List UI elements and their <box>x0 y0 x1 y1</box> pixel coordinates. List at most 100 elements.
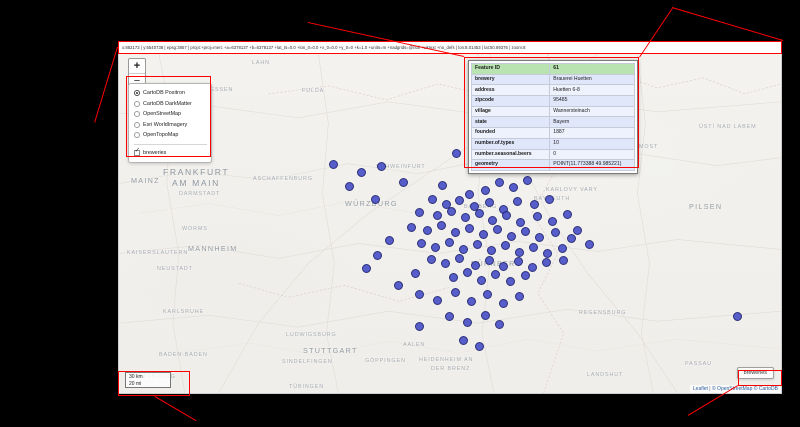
attribution-leaflet-link[interactable]: Leaflet <box>692 386 708 392</box>
brewery-marker[interactable] <box>513 256 523 266</box>
brewery-marker[interactable] <box>562 209 572 219</box>
brewery-marker[interactable] <box>732 311 742 321</box>
brewery-marker[interactable] <box>430 242 440 252</box>
brewery-marker[interactable] <box>406 222 416 232</box>
feature-info-popup[interactable]: Feature ID 61 brewery Brauerei Huetten addre… <box>468 60 638 174</box>
brewery-marker[interactable] <box>427 194 437 204</box>
brewery-marker[interactable] <box>550 227 560 237</box>
brewery-marker[interactable] <box>414 289 424 299</box>
brewery-marker[interactable] <box>494 177 504 187</box>
brewery-marker[interactable] <box>557 243 567 253</box>
coordinate-status-bar[interactable]: x:882173 | y:6540738 | epsg:3857 | proj4… <box>118 41 782 54</box>
brewery-marker[interactable] <box>344 181 354 191</box>
brewery-marker[interactable] <box>448 272 458 282</box>
brewery-marker[interactable] <box>446 206 456 216</box>
base-layer-option[interactable]: CartoDB DarkMatter <box>134 99 207 110</box>
brewery-marker[interactable] <box>520 270 530 280</box>
brewery-marker[interactable] <box>547 216 557 226</box>
brewery-marker[interactable] <box>514 247 524 257</box>
brewery-marker[interactable] <box>466 296 476 306</box>
brewery-marker[interactable] <box>487 215 497 225</box>
brewery-marker[interactable] <box>454 253 464 263</box>
zoom-in-button[interactable]: + <box>129 59 145 74</box>
brewery-marker[interactable] <box>492 224 502 234</box>
base-layer-option[interactable]: CartoDB Positron <box>134 88 207 99</box>
checkbox-icon[interactable] <box>134 148 140 156</box>
brewery-marker[interactable] <box>393 280 403 290</box>
brewery-marker[interactable] <box>432 210 442 220</box>
brewery-marker[interactable] <box>440 258 450 268</box>
brewery-marker[interactable] <box>566 233 576 243</box>
brewery-marker[interactable] <box>384 235 394 245</box>
brewery-marker[interactable] <box>416 238 426 248</box>
brewery-marker[interactable] <box>542 248 552 258</box>
brewery-marker[interactable] <box>480 310 490 320</box>
brewery-marker[interactable] <box>498 298 508 308</box>
brewery-marker[interactable] <box>450 227 460 237</box>
base-layer-option[interactable]: OpenTopoMap <box>134 130 207 141</box>
brewery-marker[interactable] <box>454 195 464 205</box>
radio-icon[interactable] <box>134 111 140 118</box>
brewery-marker[interactable] <box>441 199 451 209</box>
brewery-marker[interactable] <box>458 244 468 254</box>
brewery-marker[interactable] <box>515 217 525 227</box>
brewery-marker[interactable] <box>469 201 479 211</box>
brewery-marker[interactable] <box>505 276 515 286</box>
brewery-marker[interactable] <box>486 245 496 255</box>
brewery-marker[interactable] <box>370 194 380 204</box>
brewery-marker[interactable] <box>451 148 461 158</box>
brewery-marker[interactable] <box>437 180 447 190</box>
brewery-marker[interactable] <box>512 196 522 206</box>
attribution-osm-link[interactable]: © OpenStreetMap <box>711 386 753 392</box>
base-layer-option[interactable]: OpenStreetMap <box>134 109 207 120</box>
brewery-marker[interactable] <box>478 229 488 239</box>
brewery-marker[interactable] <box>356 167 366 177</box>
brewery-marker[interactable] <box>458 335 468 345</box>
brewery-marker[interactable] <box>490 269 500 279</box>
brewery-marker[interactable] <box>460 212 470 222</box>
brewery-marker[interactable] <box>432 295 442 305</box>
brewery-marker[interactable] <box>544 194 554 204</box>
brewery-marker[interactable] <box>501 210 511 220</box>
brewery-marker[interactable] <box>444 311 454 321</box>
brewery-marker[interactable] <box>584 239 594 249</box>
brewery-marker[interactable] <box>398 177 408 187</box>
brewery-marker[interactable] <box>498 261 508 271</box>
brewery-marker[interactable] <box>527 262 537 272</box>
brewery-marker[interactable] <box>480 185 490 195</box>
brewery-marker[interactable] <box>426 254 436 264</box>
base-layer-option[interactable]: Esri WorldImagery <box>134 120 207 131</box>
brewery-marker[interactable] <box>444 237 454 247</box>
brewery-marker[interactable] <box>464 189 474 199</box>
brewery-marker[interactable] <box>541 257 551 267</box>
brewery-marker[interactable] <box>494 319 504 329</box>
brewery-marker[interactable] <box>484 255 494 265</box>
brewery-marker[interactable] <box>520 226 530 236</box>
radio-icon[interactable] <box>134 100 140 107</box>
leaflet-map[interactable]: LAHN GIESSEN FULDA FRANKFURT AM MAIN ASCHAFFE… <box>118 54 782 394</box>
brewery-marker[interactable] <box>529 199 539 209</box>
brewery-marker[interactable] <box>436 220 446 230</box>
brewery-marker[interactable] <box>414 321 424 331</box>
brewery-marker[interactable] <box>462 267 472 277</box>
brewery-marker[interactable] <box>361 263 371 273</box>
brewery-marker[interactable] <box>500 240 510 250</box>
radio-icon[interactable] <box>134 132 140 139</box>
brewery-marker[interactable] <box>470 260 480 270</box>
brewery-marker[interactable] <box>572 225 582 235</box>
brewery-marker[interactable] <box>410 268 420 278</box>
overlay-layer-list[interactable]: breweries <box>134 148 207 159</box>
brewery-marker[interactable] <box>506 231 516 241</box>
brewery-marker[interactable] <box>558 255 568 265</box>
radio-icon[interactable] <box>134 90 140 97</box>
radio-icon[interactable] <box>134 121 140 128</box>
brewery-marker[interactable] <box>534 232 544 242</box>
brewery-marker[interactable] <box>422 225 432 235</box>
brewery-marker[interactable] <box>474 208 484 218</box>
brewery-marker[interactable] <box>514 291 524 301</box>
brewery-marker[interactable] <box>414 207 424 217</box>
brewery-marker[interactable] <box>450 287 460 297</box>
base-layer-list[interactable]: CartoDB Positron CartoDB DarkMatter OpenSt… <box>134 88 207 141</box>
brewery-marker[interactable] <box>376 161 386 171</box>
brewery-marker[interactable] <box>532 211 542 221</box>
